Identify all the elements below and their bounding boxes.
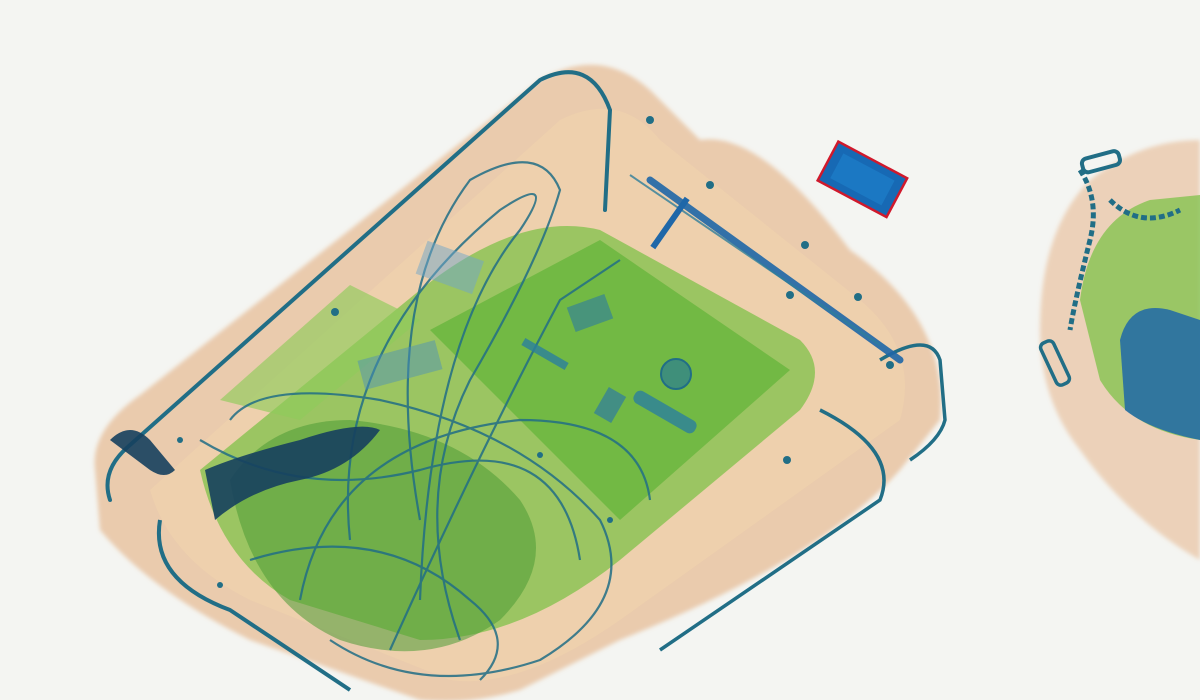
small-part	[521, 338, 569, 370]
top-rod-edge	[629, 174, 881, 346]
chip-2	[593, 387, 627, 423]
light-blue-block	[415, 240, 485, 295]
dark-metal-strap	[205, 426, 380, 520]
bag-frame-outline	[105, 70, 613, 502]
round-component	[660, 358, 692, 390]
main-bag	[94, 64, 947, 700]
blue-pad	[357, 340, 443, 390]
metal-clip	[110, 430, 175, 475]
chip-1	[566, 293, 614, 333]
left-green-flap	[220, 285, 420, 420]
bag-base-rail	[156, 519, 352, 692]
pen-component	[650, 196, 690, 250]
clasp	[1079, 149, 1123, 175]
handle-rail	[659, 408, 886, 652]
key-tag	[1038, 339, 1072, 387]
chain	[1067, 168, 1182, 331]
blue-cylinder	[1120, 308, 1200, 440]
screws	[177, 116, 894, 588]
handle-curve	[879, 343, 947, 462]
detection-box	[815, 139, 909, 219]
electronics-board	[430, 240, 790, 520]
second-bag	[1038, 140, 1200, 560]
bar-component	[633, 390, 697, 434]
